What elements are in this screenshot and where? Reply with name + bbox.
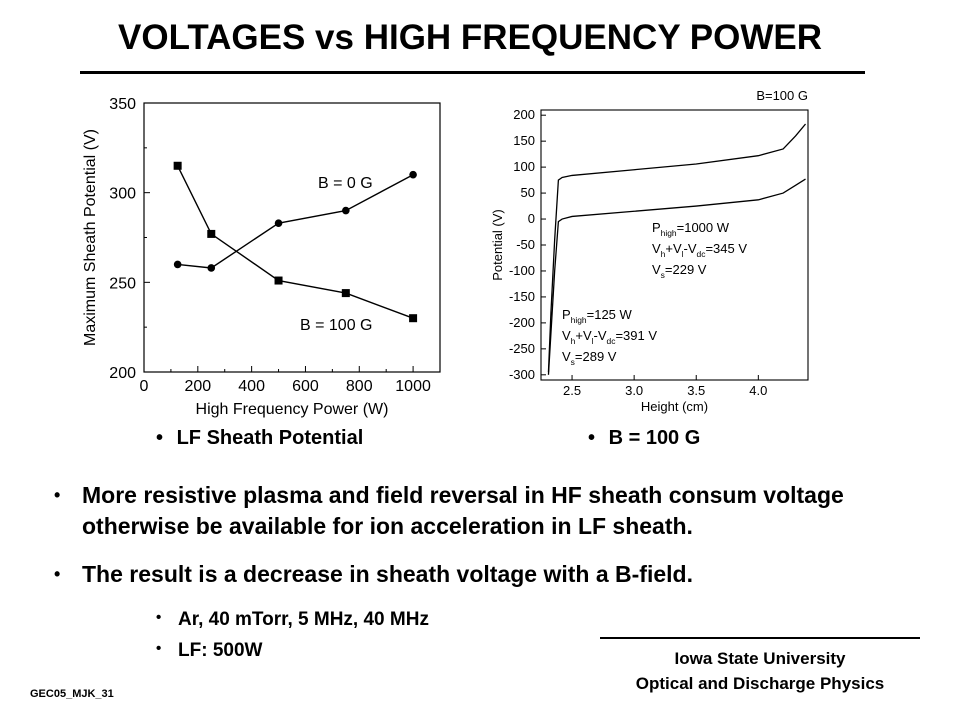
caption-left: • LF Sheath Potential — [156, 427, 363, 450]
data-point — [274, 219, 283, 227]
y-tick-label: -150 — [509, 289, 535, 304]
sub-bullet-1-text: Ar, 40 mTorr, 5 MHz, 40 MHz — [178, 609, 429, 630]
bullet-2: • The result is a decrease in sheath vol… — [54, 559, 902, 590]
chart-title: B=100 G — [756, 88, 808, 103]
bullet-dot: • — [156, 609, 162, 626]
caption-bullet: • — [156, 427, 164, 449]
bullet-dot: • — [156, 640, 162, 657]
bullet-2-text: The result is a decrease in sheath volta… — [82, 561, 693, 587]
x-axis-label: Height (cm) — [641, 399, 708, 414]
y-tick-label: -250 — [509, 341, 535, 356]
footer-group: Optical and Discharge Physics — [635, 674, 885, 693]
annotation-lower-power: Phigh=125 W — [562, 307, 633, 325]
sub-bullet-2: • LF: 500W — [156, 640, 263, 662]
y-tick-label: 200 — [513, 107, 535, 122]
series-line — [547, 178, 806, 375]
bullet-1-text: More resistive plasma and field reversal… — [82, 482, 844, 539]
y-axis-label: Potential (V) — [490, 209, 505, 281]
y-tick-label: 150 — [513, 133, 535, 148]
series-label: B = 100 G — [300, 317, 373, 334]
caption-right-text: B = 100 G — [608, 427, 701, 449]
data-point — [173, 161, 182, 170]
x-tick-label: 4.0 — [749, 383, 767, 398]
y-tick-label: 350 — [109, 96, 136, 113]
title-rule — [80, 71, 865, 74]
y-tick-label: -100 — [509, 263, 535, 278]
series-line — [547, 123, 807, 373]
bullet-dot: • — [54, 485, 61, 505]
y-tick-label: 50 — [521, 185, 535, 200]
x-tick-label: 3.0 — [625, 383, 643, 398]
annotation-lower-sheath-voltage: Vs=289 V — [562, 349, 617, 367]
annotation-upper-sheath-voltage: Vs=229 V — [652, 262, 707, 280]
data-point — [409, 170, 417, 179]
x-tick-label: 400 — [238, 378, 265, 395]
series-line — [177, 174, 414, 269]
y-tick-label: -300 — [509, 367, 535, 382]
caption-left-text: LF Sheath Potential — [176, 427, 364, 449]
bullet-dot: • — [54, 564, 61, 584]
x-tick-label: 2.5 — [563, 383, 581, 398]
data-point — [409, 314, 418, 323]
annotation-upper-voltage-sum: Vh+Vl-Vdc=345 V — [652, 241, 747, 259]
bullet-1: • More resistive plasma and field revers… — [54, 480, 902, 542]
caption-bullet: • — [588, 427, 596, 449]
series-label: B = 0 G — [318, 175, 373, 192]
sub-bullet-1: • Ar, 40 mTorr, 5 MHz, 40 MHz — [156, 609, 429, 631]
x-tick-label: 200 — [184, 378, 211, 395]
data-point — [173, 260, 182, 269]
y-tick-label: 0 — [528, 211, 535, 226]
footer: Iowa State University Optical and Discha… — [598, 646, 922, 696]
y-axis-label: Maximum Sheath Potential (V) — [82, 129, 99, 346]
y-tick-label: 300 — [109, 186, 136, 203]
data-point — [341, 289, 350, 298]
x-tick-label: 800 — [346, 378, 373, 395]
annotation-upper-power: Phigh=1000 W — [652, 220, 730, 238]
y-tick-label: 100 — [513, 159, 535, 174]
footer-university: Iowa State University — [674, 649, 846, 668]
data-point — [274, 276, 283, 285]
sub-bullet-2-text: LF: 500W — [178, 640, 263, 661]
footer-rule — [600, 637, 920, 639]
page-title: VOLTAGES vs HIGH FREQUENCY POWER — [118, 18, 822, 57]
data-point — [207, 229, 216, 238]
series-line — [177, 165, 414, 319]
left-plot-frame — [143, 102, 441, 373]
y-tick-label: 250 — [109, 275, 136, 292]
x-tick-label: 0 — [140, 378, 149, 395]
y-tick-label: -50 — [516, 237, 535, 252]
x-tick-label: 600 — [292, 378, 319, 395]
caption-right: • B = 100 G — [588, 427, 700, 450]
annotation-lower-voltage-sum: Vh+Vl-Vdc=391 V — [562, 328, 657, 346]
x-tick-label: 3.5 — [687, 383, 705, 398]
y-tick-label: -200 — [509, 315, 535, 330]
data-point — [207, 264, 216, 272]
slide-code: GEC05_MJK_31 — [30, 688, 114, 700]
x-tick-label: 1000 — [395, 378, 431, 395]
data-point — [342, 206, 350, 215]
y-tick-label: 200 — [109, 365, 136, 382]
x-axis-label: High Frequency Power (W) — [196, 401, 389, 418]
